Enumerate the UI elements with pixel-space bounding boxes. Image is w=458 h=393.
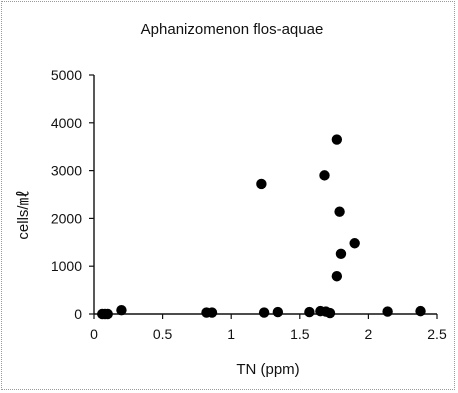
data-point [304,306,315,318]
x-tick-label: 2.5 [427,326,447,342]
x-tick-label: 1 [227,326,235,342]
data-point [206,307,218,318]
data-point [415,305,426,317]
data-point [331,134,343,145]
y-tick-label: 5000 [51,67,82,83]
data-point [382,306,393,317]
tick-labels: 0 1000 2000 3000 4000 5000 0 0.5 1 1.5 2 2.5 [51,67,447,342]
data-point [319,170,330,181]
y-tick-label: 0 [74,306,82,322]
chart-title: Aphanizomenon flos-aquae [141,21,324,38]
x-axis-label: TN (ppm) [236,361,299,378]
data-point [256,178,267,190]
y-tick-label: 3000 [51,163,82,179]
data-point [116,304,127,316]
data-point [102,308,113,320]
x-tick-label: 0.5 [153,326,173,342]
data-point [334,206,345,217]
data-point [335,248,347,259]
y-tick-label: 4000 [51,115,82,131]
y-axis-label: cells/㎖ [15,190,32,239]
x-tick-label: 2 [365,326,373,342]
data-point [331,271,343,282]
x-tick-label: 1.5 [290,326,310,342]
y-tick-label: 2000 [51,210,82,226]
data-point [324,307,336,319]
data-point [272,306,284,318]
data-point [258,307,270,318]
x-tick-label: 0 [90,326,98,342]
y-tick-label: 1000 [51,258,82,274]
axes [89,74,438,319]
data-point [349,238,360,249]
data-points [97,134,426,320]
